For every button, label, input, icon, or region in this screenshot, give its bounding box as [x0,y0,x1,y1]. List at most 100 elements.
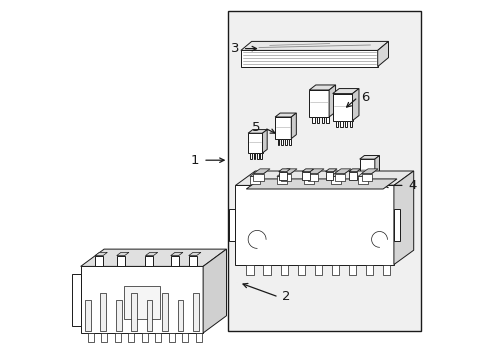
Polygon shape [377,41,387,67]
Polygon shape [81,249,226,266]
Polygon shape [262,130,266,153]
Polygon shape [249,172,266,176]
Bar [325,117,328,123]
Polygon shape [177,300,183,331]
Polygon shape [123,287,160,319]
Polygon shape [325,172,333,180]
Bar [228,209,235,241]
Polygon shape [162,293,167,331]
Polygon shape [72,274,81,326]
Polygon shape [145,252,158,256]
Polygon shape [247,133,262,153]
Bar [253,153,255,159]
Polygon shape [307,169,324,174]
Polygon shape [302,172,309,180]
Polygon shape [275,113,296,117]
Polygon shape [374,156,379,180]
Bar [281,139,283,145]
Bar [361,180,363,186]
Text: 1: 1 [191,154,199,167]
Polygon shape [100,293,106,331]
Polygon shape [235,185,393,265]
Polygon shape [276,176,286,184]
Bar [277,139,279,145]
Polygon shape [275,117,291,139]
Bar [101,333,107,342]
Polygon shape [302,169,313,172]
Polygon shape [278,172,286,180]
Bar [340,121,342,127]
Bar [115,333,121,342]
Bar [382,265,389,275]
Bar [155,333,161,342]
Polygon shape [280,169,296,174]
Polygon shape [332,94,352,121]
Polygon shape [85,300,91,331]
Bar [348,265,355,275]
Bar [257,153,258,159]
Polygon shape [117,256,124,266]
Polygon shape [359,156,379,159]
Polygon shape [361,174,371,181]
Polygon shape [334,169,350,174]
Polygon shape [309,85,335,90]
Polygon shape [352,89,358,121]
Polygon shape [332,89,358,94]
Polygon shape [81,266,203,333]
Polygon shape [303,172,320,176]
Text: 4: 4 [407,179,416,192]
Polygon shape [393,171,413,265]
Bar [321,117,323,123]
Bar [312,117,314,123]
Text: 2: 2 [282,291,290,303]
Polygon shape [348,172,356,180]
Polygon shape [348,169,360,172]
Bar [250,153,251,159]
Polygon shape [307,174,317,181]
Polygon shape [303,176,313,184]
Polygon shape [359,159,374,180]
Polygon shape [278,169,289,172]
Bar [168,333,174,342]
Polygon shape [330,172,347,176]
Bar [349,121,351,127]
Polygon shape [357,176,367,184]
Bar [331,265,338,275]
Polygon shape [276,172,293,176]
Polygon shape [117,252,129,256]
Polygon shape [146,300,152,331]
Bar [316,117,319,123]
Bar [368,180,370,186]
Bar [372,180,374,186]
Text: 3: 3 [230,42,239,55]
Bar [335,121,337,127]
Bar [196,333,201,342]
Bar [128,333,134,342]
Polygon shape [246,179,396,189]
Polygon shape [247,130,266,133]
Bar [260,153,262,159]
Polygon shape [330,176,340,184]
Polygon shape [249,176,260,184]
Polygon shape [95,256,103,266]
Bar [142,333,147,342]
Bar [365,265,372,275]
Bar [228,11,420,331]
Bar [288,139,290,145]
Polygon shape [253,174,263,181]
Bar [297,265,304,275]
Polygon shape [253,169,269,174]
Polygon shape [235,171,413,185]
Polygon shape [357,172,374,176]
Polygon shape [170,256,178,266]
Polygon shape [131,293,137,331]
Bar [246,265,253,275]
Polygon shape [145,256,153,266]
Bar [88,333,94,342]
Bar [314,265,321,275]
Bar [280,265,287,275]
Polygon shape [188,256,196,266]
Bar [182,333,188,342]
Bar [263,265,270,275]
Polygon shape [328,85,335,117]
